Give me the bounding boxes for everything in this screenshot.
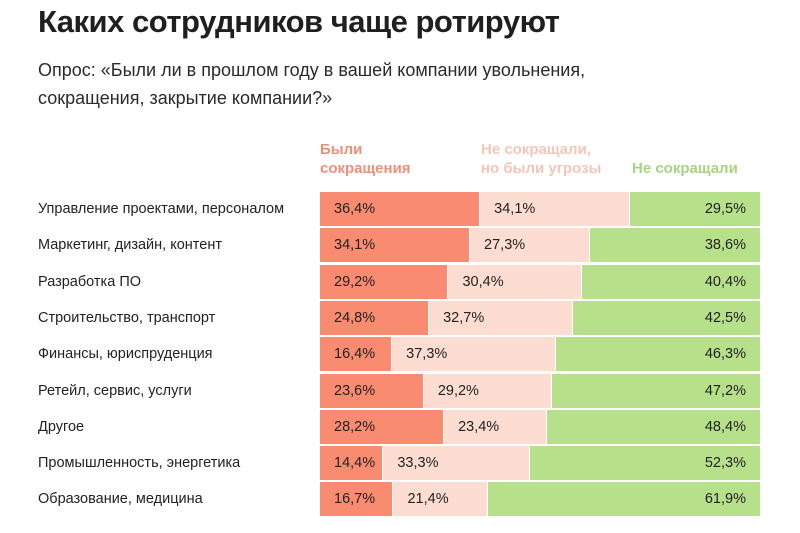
bar-segment-cut: 16,4% (320, 337, 393, 372)
bar-segment-no-cut: 52,3% (529, 446, 760, 481)
category-label: Другое (38, 418, 85, 435)
category-label: Маркетинг, дизайн, контент (38, 237, 222, 254)
data-label: 23,6% (334, 382, 376, 399)
bar-segment-threats: 29,2% (423, 373, 553, 408)
bar-segment-cut: 34,1% (320, 228, 471, 263)
bar-segment-no-cut: 40,4% (582, 264, 760, 299)
category-label: Разработка ПО (38, 273, 142, 290)
bar-segment-no-cut: 29,5% (630, 192, 760, 226)
bar-segment-cut: 23,6% (320, 373, 424, 408)
data-label: 33,3% (397, 455, 439, 472)
data-label: 38,6% (704, 237, 746, 254)
bar-row: Другое 28,2% 23,4% 48,4% (0, 409, 800, 444)
data-label: 16,7% (334, 491, 376, 508)
data-label: 52,3% (704, 455, 746, 472)
category-label: Ретейл, сервис, услуги (38, 382, 192, 399)
data-label: 47,2% (704, 382, 746, 399)
data-label: 32,7% (443, 309, 485, 326)
data-label: 14,4% (334, 455, 376, 472)
data-label: 27,3% (484, 237, 526, 254)
category-label: Строительство, транспорт (38, 309, 216, 326)
bar-segment-threats: 32,7% (429, 300, 573, 335)
bar-row: Строительство, транспорт 24,8% 32,7% 42,5% (0, 300, 800, 335)
bar-segment-no-cut: 46,3% (556, 337, 760, 372)
chart-subtitle: Опрос: «Были ли в прошлом году в вашей к… (38, 60, 586, 108)
bar-row: Маркетинг, дизайн, контент 34,1% 27,3% 38,6… (0, 228, 800, 263)
data-label: 42,5% (704, 309, 746, 326)
data-label: 29,2% (334, 273, 376, 290)
category-label: Образование, медицина (38, 491, 203, 508)
chart-title: Каких сотрудников чаще ротируют (38, 4, 560, 39)
bar-segment-no-cut: 61,9% (487, 482, 760, 517)
bar-segment-threats: 23,4% (444, 409, 548, 444)
bar-segment-no-cut: 38,6% (590, 228, 760, 263)
data-label: 46,3% (704, 346, 746, 363)
data-label: 48,4% (704, 418, 746, 435)
legend-no-cut: Не сокращали (632, 160, 738, 177)
bar-segment-cut: 29,2% (320, 264, 449, 299)
data-label: 36,4% (334, 201, 376, 217)
bar-row: Управление проектами, персоналом 36,4% 34,… (0, 192, 800, 226)
bar-row: Финансы, юриспруденция 16,4% 37,3% 46,3% (0, 337, 800, 372)
bar-segment-threats: 34,1% (480, 192, 631, 226)
bar-segment-cut: 24,8% (320, 300, 430, 335)
data-label: 29,5% (704, 201, 746, 217)
bar-segment-cut: 14,4% (320, 446, 384, 481)
data-label: 24,8% (334, 309, 376, 326)
bar-segment-threats: 27,3% (470, 228, 591, 263)
bar-segment-cut: 16,7% (320, 482, 394, 517)
bar-segment-threats: 33,3% (383, 446, 530, 481)
legend-threats: Не сокращали, но были угрозы (481, 141, 602, 177)
bar-row: Ретейл, сервис, услуги 23,6% 29,2% 47,2% (0, 373, 800, 408)
data-label: 34,1% (494, 201, 536, 217)
bar-segment-cut: 28,2% (320, 409, 445, 444)
bar-row: Разработка ПО 29,2% 30,4% 40,4% (0, 264, 800, 299)
bar-row: Промышленность, энергетика 14,4% 33,3% 52,3… (0, 446, 800, 481)
data-label: 34,1% (334, 237, 376, 254)
category-label: Финансы, юриспруденция (38, 346, 213, 363)
data-label: 61,9% (704, 491, 746, 508)
bar-segment-threats: 30,4% (448, 264, 583, 299)
bar-segment-cut: 36,4% (320, 192, 481, 226)
category-label: Управление проектами, персоналом (38, 201, 285, 217)
bar-segment-no-cut: 48,4% (547, 409, 760, 444)
data-label: 23,4% (458, 418, 500, 435)
data-label: 16,4% (334, 346, 376, 363)
data-label: 30,4% (462, 273, 504, 290)
bar-segment-no-cut: 42,5% (573, 300, 760, 335)
data-label: 37,3% (406, 346, 448, 363)
bar-segment-threats: 21,4% (393, 482, 488, 517)
category-label: Промышленность, энергетика (38, 455, 241, 472)
data-label: 28,2% (334, 418, 376, 435)
legend-cut: Были сокращения (320, 141, 411, 177)
data-label: 29,2% (437, 382, 479, 399)
bar-row: Образование, медицина 16,7% 21,4% 61,9% (0, 482, 800, 517)
data-label: 21,4% (407, 491, 449, 508)
data-label: 40,4% (704, 273, 746, 290)
bar-segment-threats: 37,3% (392, 337, 557, 372)
bar-segment-no-cut: 47,2% (552, 373, 760, 408)
